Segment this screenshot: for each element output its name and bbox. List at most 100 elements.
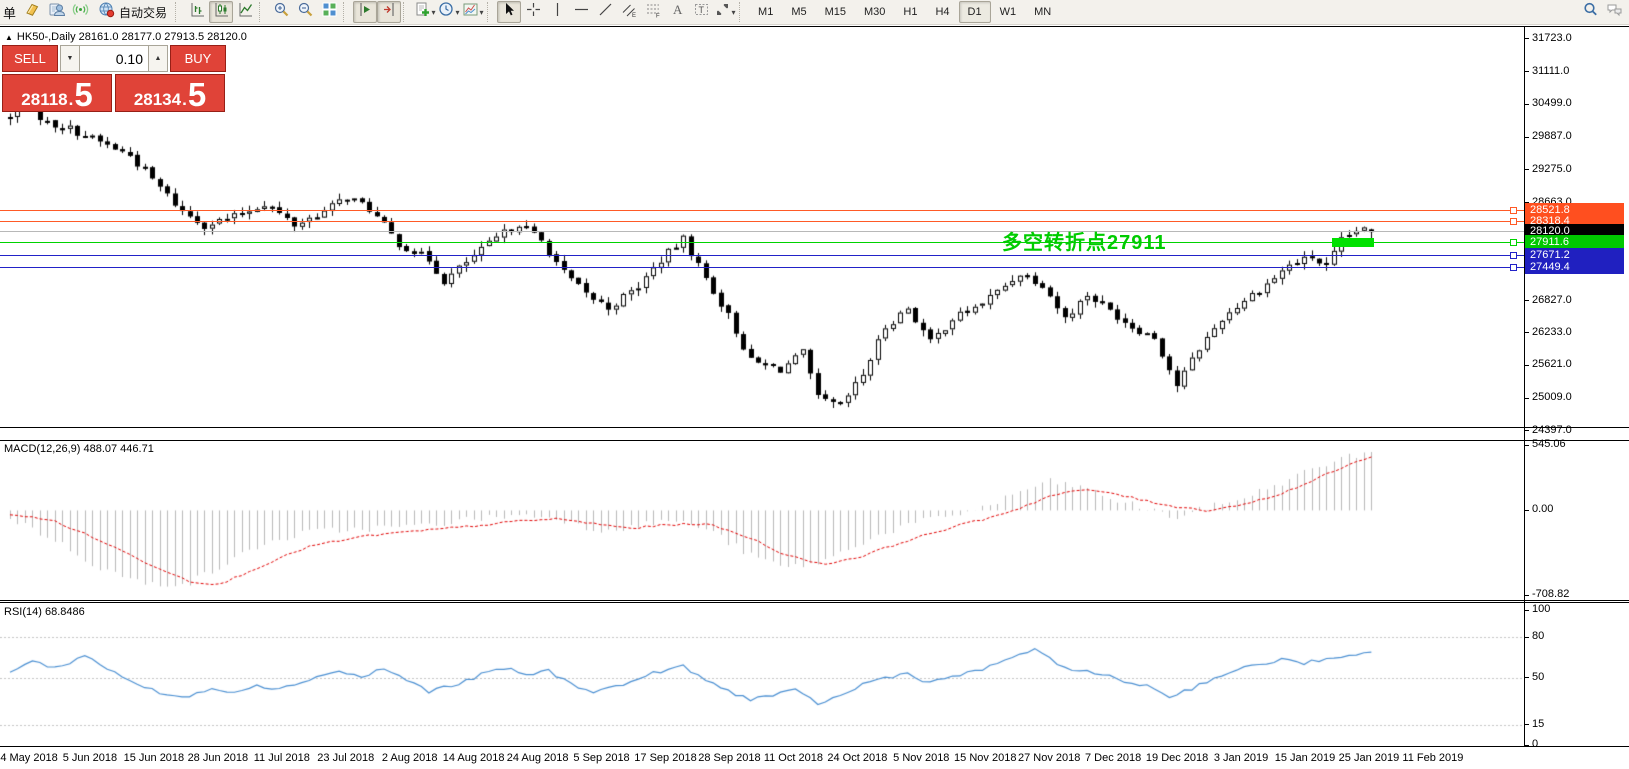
- arrows-icon-dropdown[interactable]: ▾: [731, 7, 736, 17]
- bar-chart-icon[interactable]: [185, 1, 209, 23]
- price-axis-tick: [1524, 365, 1529, 366]
- macd-rsi-splitter[interactable]: [0, 600, 1629, 601]
- date-axis-label: 28 Sep 2018: [698, 752, 761, 764]
- toolbar: 单 自动交易 ▾ ▾ ▾ E F A T ▾ M1 M5 M15 M30 H1 H4 D1 W1 MN: [0, 0, 1629, 25]
- profile-icon[interactable]: [44, 1, 68, 23]
- autoscroll-icon[interactable]: [353, 1, 378, 23]
- price-line-28521.8[interactable]: [0, 210, 1524, 211]
- collapse-panel-icon[interactable]: ▲: [5, 33, 13, 42]
- sell-price-dot: .: [68, 90, 74, 109]
- rsi-axis-tick: [1524, 610, 1529, 611]
- text-label-icon: T: [693, 1, 710, 23]
- timeframe-m5[interactable]: M5: [791, 6, 807, 18]
- timeframe-m1[interactable]: M1: [758, 6, 774, 18]
- templates-icon[interactable]: ▾: [461, 1, 485, 23]
- volume-decrease-button[interactable]: ▼: [60, 45, 80, 72]
- book-icon[interactable]: [20, 1, 44, 23]
- price-line-tag: 28521.8: [1525, 203, 1624, 217]
- macd-axis-label: -708.82: [1532, 588, 1570, 600]
- price-axis-tick: [1524, 332, 1529, 333]
- price-axis-label: 24397.0: [1532, 424, 1572, 436]
- timeframe-m30[interactable]: M30: [864, 6, 886, 18]
- cursor-icon[interactable]: [497, 1, 522, 23]
- zoom-in-icon[interactable]: [269, 1, 293, 23]
- main-macd-splitter[interactable]: [0, 427, 1629, 428]
- price-line-27671.2[interactable]: [0, 255, 1524, 256]
- zoom-out-icon[interactable]: [293, 1, 317, 23]
- vertical-line-icon[interactable]: [545, 1, 569, 23]
- book-icon: [24, 1, 41, 23]
- arrows-icon: [714, 1, 731, 23]
- indicators-icon-dropdown[interactable]: ▾: [431, 7, 436, 17]
- volume-input[interactable]: [80, 45, 148, 72]
- sell-price-button[interactable]: 28118 . 5: [2, 74, 112, 112]
- line-chart-icon[interactable]: [233, 1, 257, 23]
- price-axis-label: 29887.0: [1532, 130, 1572, 142]
- macd-indicator-chart[interactable]: [0, 441, 1524, 599]
- candlestick-chart[interactable]: [0, 27, 1524, 427]
- text-label-icon[interactable]: T: [689, 1, 713, 23]
- chat-icon[interactable]: [1602, 1, 1626, 23]
- templates-icon-dropdown[interactable]: ▾: [479, 7, 484, 17]
- trendline-icon[interactable]: [593, 1, 617, 23]
- autotrade-button[interactable]: 自动交易: [92, 1, 173, 23]
- buy-button[interactable]: BUY: [170, 45, 226, 72]
- date-axis-label: 3 Jan 2019: [1213, 752, 1269, 764]
- price-line-28120.0[interactable]: [0, 231, 1524, 232]
- price-axis-label: 25009.0: [1532, 391, 1572, 403]
- periods-icon[interactable]: ▾: [437, 1, 461, 23]
- channel-icon[interactable]: E: [617, 1, 641, 23]
- price-line-tag: 27911.6: [1525, 235, 1624, 249]
- price-line-handle[interactable]: [1510, 239, 1517, 246]
- candlestick-icon[interactable]: [209, 1, 234, 23]
- tile-windows-icon[interactable]: [317, 1, 341, 23]
- price-line-handle[interactable]: [1510, 207, 1517, 214]
- price-line-28318.4[interactable]: [0, 221, 1524, 222]
- toolbar-separator: [739, 2, 744, 22]
- signal-icon[interactable]: [68, 1, 92, 23]
- volume-increase-button[interactable]: ▲: [148, 45, 168, 72]
- price-axis-label: 26233.0: [1532, 326, 1572, 338]
- price-axis-label: 25621.0: [1532, 358, 1572, 370]
- price-line-27911.6[interactable]: [0, 242, 1524, 243]
- indicators-icon: [414, 1, 431, 23]
- sell-button[interactable]: SELL: [2, 45, 58, 72]
- timeframe-h1[interactable]: H1: [903, 6, 918, 18]
- price-axis-tick: [1524, 38, 1529, 39]
- arrows-icon[interactable]: ▾: [713, 1, 737, 23]
- indicators-icon[interactable]: ▾: [413, 1, 437, 23]
- rsi-axis-label: 15: [1532, 718, 1545, 730]
- timeframe-w1[interactable]: W1: [999, 6, 1017, 18]
- chart-shift-icon: [381, 1, 398, 23]
- timeframe-m15[interactable]: M15: [824, 6, 846, 18]
- price-line-handle[interactable]: [1510, 252, 1517, 259]
- date-axis-label: 15 Nov 2018: [954, 752, 1017, 764]
- rsi-axis-tick: [1524, 724, 1529, 725]
- price-line-tag: 27449.4: [1525, 260, 1624, 274]
- search-icon[interactable]: [1578, 1, 1602, 23]
- chart-shift-icon[interactable]: [377, 1, 402, 23]
- autotrade-button-label: 自动交易: [119, 5, 168, 20]
- periods-icon-dropdown[interactable]: ▾: [455, 7, 460, 17]
- rsi-axis-tick: [1524, 745, 1529, 746]
- price-axis-label: 26827.0: [1532, 294, 1572, 306]
- price-line-handle[interactable]: [1510, 218, 1517, 225]
- horizontal-line-icon[interactable]: [569, 1, 593, 23]
- chart-symbol-period: HK50-,Daily: [16, 31, 76, 43]
- rsi-indicator-chart[interactable]: [0, 603, 1524, 745]
- timeframe-d1[interactable]: D1: [958, 1, 991, 23]
- timeframe-h4[interactable]: H4: [935, 6, 950, 18]
- pivot-annotation-text[interactable]: 多空转折点27911: [1002, 232, 1167, 254]
- highlight-line-segment[interactable]: [1332, 238, 1374, 247]
- price-line-handle[interactable]: [1510, 264, 1517, 271]
- price-line-27449.4[interactable]: [0, 267, 1524, 268]
- text-icon[interactable]: A: [665, 1, 689, 23]
- timeframe-mn[interactable]: MN: [1034, 6, 1052, 18]
- fibonacci-icon[interactable]: F: [641, 1, 665, 23]
- rsi-axis-label: 80: [1532, 630, 1545, 642]
- one-click-trading-panel: SELL ▼ ▲ BUY 28118 . 5 28134 . 5: [2, 45, 226, 112]
- chart-top-border: [0, 26, 1629, 27]
- buy-price-button[interactable]: 28134 . 5: [115, 74, 225, 112]
- toolbar-separator: [259, 2, 264, 22]
- crosshair-icon[interactable]: [521, 1, 545, 23]
